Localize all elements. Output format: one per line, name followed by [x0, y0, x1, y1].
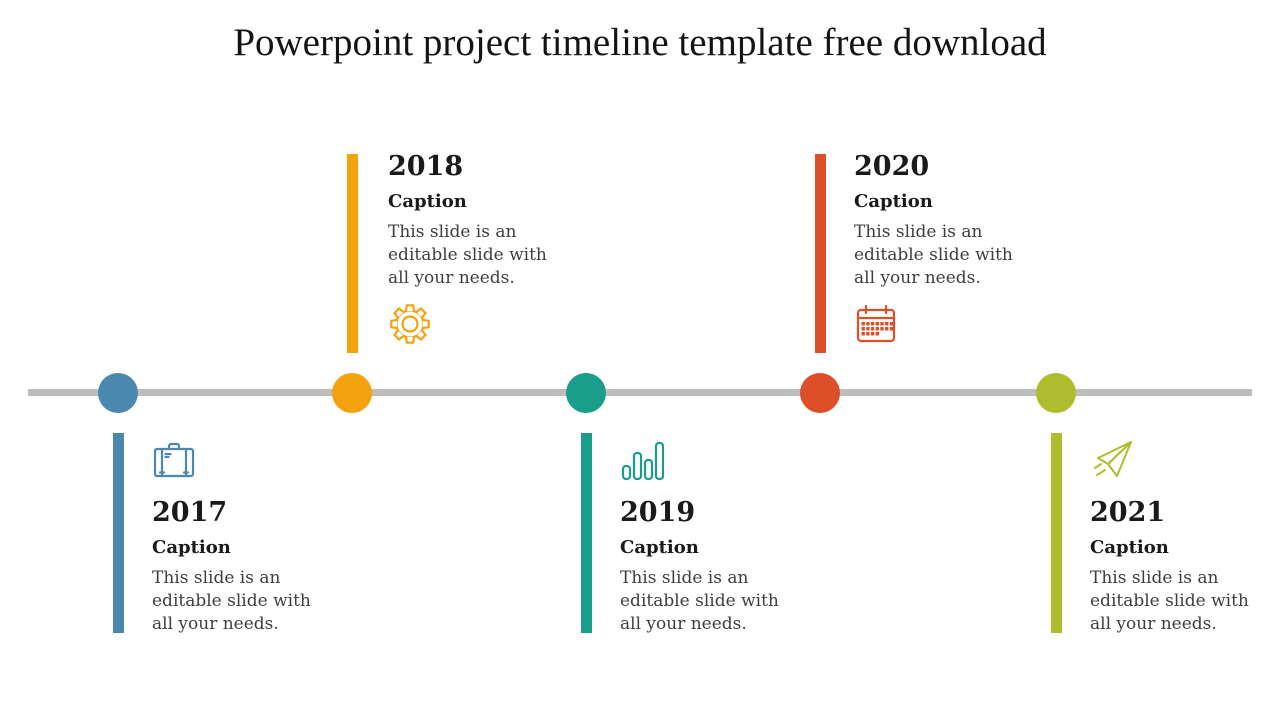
milestone-2021: 2021 Caption This slide is an editable s… — [1090, 438, 1280, 636]
gear-icon — [390, 304, 430, 344]
milestone-2020: 2020 Caption This slide is an editable s… — [854, 152, 1044, 346]
paper-plane-icon — [1094, 441, 1132, 477]
milestone-bar-2019 — [581, 433, 592, 633]
description-text: This slide is an editable slide with all… — [620, 568, 779, 634]
milestone-2018: 2018 Caption This slide is an editable s… — [388, 152, 578, 346]
year-label: 2017 — [152, 497, 228, 528]
caption-label: Caption — [152, 537, 231, 558]
calendar-icon — [856, 304, 896, 343]
milestone-bar-2017 — [113, 433, 124, 633]
bar-chart-icon — [621, 441, 664, 481]
page-title: Powerpoint project timeline template fre… — [233, 21, 1047, 64]
year-label: 2021 — [1090, 497, 1166, 528]
year-label: 2020 — [854, 151, 930, 182]
milestone-2019: 2019 Caption This slide is an editable s… — [620, 438, 810, 636]
description-text: This slide is an editable slide with all… — [854, 222, 1013, 288]
milestone-bar-2020 — [815, 154, 826, 353]
year-label: 2018 — [388, 151, 464, 182]
caption-label: Caption — [1090, 537, 1169, 558]
timeline-line — [28, 389, 1252, 396]
timeline-dot-2019 — [566, 373, 606, 413]
description-text: This slide is an editable slide with all… — [152, 568, 311, 634]
caption-label: Caption — [854, 191, 933, 212]
timeline-dot-2018 — [332, 373, 372, 413]
milestone-bar-2021 — [1051, 433, 1062, 633]
timeline-dot-2020 — [800, 373, 840, 413]
caption-label: Caption — [620, 537, 699, 558]
caption-label: Caption — [388, 191, 467, 212]
briefcase-icon — [153, 442, 195, 478]
timeline-dot-2021 — [1036, 373, 1076, 413]
milestone-bar-2018 — [347, 154, 358, 353]
year-label: 2019 — [620, 497, 696, 528]
timeline-dot-2017 — [98, 373, 138, 413]
description-text: This slide is an editable slide with all… — [388, 222, 547, 288]
description-text: This slide is an editable slide with all… — [1090, 568, 1249, 634]
milestone-2017: 2017 Caption This slide is an editable s… — [152, 438, 342, 636]
